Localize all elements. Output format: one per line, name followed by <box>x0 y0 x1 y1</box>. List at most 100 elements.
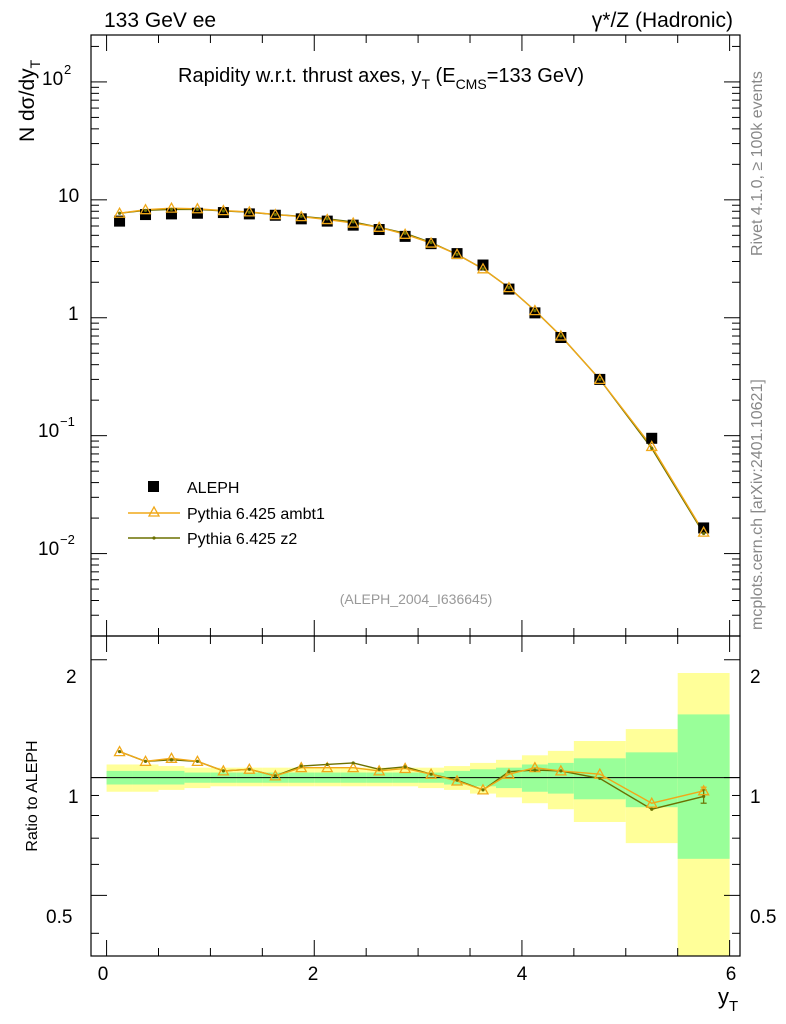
ratio-z2-point <box>169 758 174 762</box>
z2-point <box>117 211 122 215</box>
ambt1-point <box>554 329 567 341</box>
ratio-z2-point <box>221 769 225 773</box>
ratio-ambt1-point <box>269 769 282 781</box>
z2-point <box>377 225 381 229</box>
aleph-point <box>114 215 126 227</box>
ambt1-point <box>476 262 490 274</box>
header-left: 133 GeV ee <box>104 9 216 32</box>
ambt1-point <box>191 202 204 214</box>
legend-label-z2: Pythia 6.425 z2 <box>187 531 297 548</box>
header-right: γ*/Z (Hadronic) <box>592 9 733 32</box>
aleph-point <box>165 208 177 220</box>
legend-marker-z2 <box>152 536 156 540</box>
xtick-label-4: 4 <box>517 964 528 985</box>
ambt1-point <box>217 204 230 216</box>
legend-marker-ambt1 <box>147 505 161 517</box>
ratio-ambt1-point <box>165 751 178 763</box>
aleph-point <box>140 209 152 221</box>
ytick-label-10: 10 <box>58 186 79 207</box>
legend: ALEPH Pythia 6.425 ambt1 Pythia 6.425 z2 <box>128 480 325 548</box>
ratio-z2-point <box>455 778 459 782</box>
ratio-ytick-1-right: 1 <box>750 787 761 808</box>
ratio-ambt1-point <box>373 764 386 776</box>
ratio-ambt1-point <box>191 755 204 767</box>
z2-point <box>247 210 251 214</box>
z2-point <box>351 220 355 224</box>
ratio-z2-point <box>117 750 122 754</box>
x-axis-label-sub: T <box>729 998 738 1015</box>
z2-point <box>221 209 225 213</box>
svg-text:N dσ/dyT: N dσ/dyT <box>16 59 43 142</box>
ambt1-point <box>347 216 360 228</box>
ratio-z2-point <box>377 767 381 771</box>
ytick-label-100: 10 <box>42 69 63 90</box>
xtick-label-6: 6 <box>726 964 737 985</box>
ratio-z2-point <box>143 759 148 763</box>
ratio-z2-point <box>325 762 329 767</box>
ratio-ytick-2: 2 <box>66 667 77 688</box>
ratio-z2-point <box>429 772 433 776</box>
z2-point <box>702 531 706 536</box>
main-ylabel-sub: T <box>27 59 43 68</box>
ratio-z2-point <box>403 765 407 769</box>
ratio-ytick-0p5-right: 0.5 <box>750 907 776 928</box>
ratio-ambt1-point <box>502 767 516 779</box>
ratio-panel: 2 1 0.5 2 1 0.5 Ratio to ALEPH 0 2 4 6 y… <box>24 635 776 1015</box>
ratio-ambt1-point <box>476 783 490 795</box>
ambt1-point <box>243 205 256 217</box>
chart-title-tail-open: (E <box>430 65 456 87</box>
ratio-ambt1-point <box>424 767 438 779</box>
ratio-z2-point <box>195 759 200 763</box>
ratio-bands <box>106 673 730 956</box>
ratio-z2-point <box>273 774 277 778</box>
ambt1-point <box>373 220 386 232</box>
ytick-label-0p1-exp: −1 <box>60 414 75 429</box>
ratio-z2-point <box>247 767 251 771</box>
z2-point <box>403 231 407 235</box>
aleph-point <box>529 307 541 319</box>
chart-title-sub: T <box>421 76 430 92</box>
ambt1-point <box>113 206 126 218</box>
ambt1-point <box>450 247 464 259</box>
main-ylabel: N dσ/dyT <box>16 59 43 142</box>
xtick-label-0: 0 <box>98 964 109 985</box>
mcplots-label: mcplots.cern.ch [arXiv:2401.10621] <box>749 379 766 630</box>
aleph-point <box>243 208 255 220</box>
ratio-z2-point <box>650 807 654 811</box>
ytick-label-1: 1 <box>68 304 79 325</box>
chart-title-main: Rapidity w.r.t. thrust axes, y <box>178 65 421 87</box>
aleph-point <box>295 213 307 225</box>
legend-label-ambt1: Pythia 6.425 ambt1 <box>187 506 325 523</box>
xtick-label-2: 2 <box>308 964 319 985</box>
chart-title: Rapidity w.r.t. thrust axes, yT (ECMS=13… <box>178 65 584 92</box>
ambt1-point <box>593 373 606 385</box>
analysis-tag: (ALEPH_2004_I636645) <box>340 591 493 607</box>
ratio-series <box>113 745 710 811</box>
ambt1-point <box>321 213 334 225</box>
ratio-ytick-0p5: 0.5 <box>46 907 72 928</box>
ratio-ylabel: Ratio to ALEPH <box>24 740 41 851</box>
ratio-band-inner <box>547 762 574 794</box>
ratio-z2-point <box>507 770 511 774</box>
z2-point <box>481 267 485 271</box>
ambt1-point <box>424 236 438 248</box>
z2-point <box>455 252 459 256</box>
z2-point <box>169 207 174 211</box>
ratio-z2-point <box>481 788 485 792</box>
ratio-ambt1-point <box>217 764 230 776</box>
ratio-ambt1-point <box>399 762 412 774</box>
z2-point <box>598 377 602 382</box>
ambt1-point <box>399 227 412 239</box>
x-axis-label-main: y <box>718 984 729 1009</box>
ratio-ambt1-point <box>645 796 658 808</box>
z2-point <box>299 214 303 218</box>
ratio-z2-point <box>598 776 602 781</box>
ratio-z2-point <box>351 761 355 765</box>
aleph-point <box>321 215 333 227</box>
aleph-point <box>399 230 411 242</box>
ambt1-point <box>697 525 710 537</box>
ratio-ytick-2-right: 2 <box>750 667 761 688</box>
main-panel: 10 2 10 1 10 −1 10 −2 N dσ/dyT Rapidity … <box>16 34 741 637</box>
ratio-ambt1-point <box>139 755 152 767</box>
